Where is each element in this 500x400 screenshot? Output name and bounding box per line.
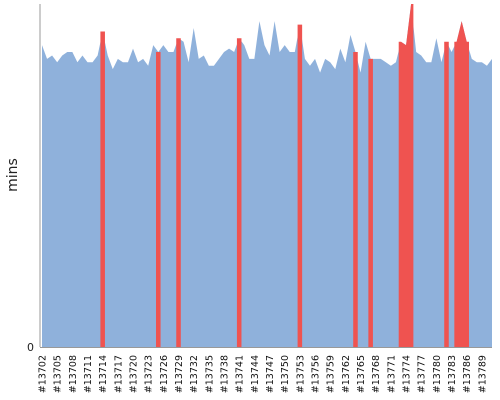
- x-tick-label: #13765: [356, 355, 367, 393]
- x-tick-label: #13777: [417, 355, 428, 393]
- x-tick-label: #13729: [174, 355, 185, 393]
- x-tick-label: #13771: [386, 355, 397, 393]
- plot-area: [42, 4, 492, 348]
- x-tick-label: #13720: [129, 355, 140, 393]
- x-tick-label: #13789: [477, 355, 488, 393]
- failed-build-spike: [156, 52, 161, 348]
- x-tick-label: #13753: [295, 355, 306, 393]
- failed-build-spike: [444, 41, 449, 347]
- x-tick-label: #13786: [462, 355, 473, 393]
- x-tick-label: #13768: [371, 355, 382, 393]
- x-tick-label: #13726: [159, 355, 170, 393]
- failed-build-spike: [236, 38, 242, 348]
- x-tick-label: #13735: [204, 355, 215, 393]
- x-tick-label: #13732: [189, 355, 200, 393]
- failed-build-spike: [353, 52, 358, 348]
- x-tick-label: #13750: [280, 355, 291, 393]
- x-tick-label: #13744: [250, 355, 261, 393]
- failed-build-spike: [297, 24, 303, 348]
- x-tick-label: #13774: [402, 355, 413, 393]
- x-tick-label: #13702: [38, 355, 49, 393]
- x-tick-label: #13738: [220, 355, 231, 393]
- y-axis-title: mins: [5, 158, 21, 192]
- failed-build-spike: [100, 31, 105, 347]
- failed-build-spike: [398, 4, 414, 347]
- failed-build-spike: [176, 38, 181, 348]
- x-tick-label: #13708: [68, 355, 79, 393]
- x-tick-label: #13747: [265, 355, 276, 393]
- failed-build-spike: [368, 58, 373, 347]
- x-tick-label: #13762: [341, 355, 352, 393]
- x-tick-label: #13705: [53, 355, 64, 393]
- x-tick-label: #13741: [235, 355, 246, 393]
- x-tick-label: #13723: [144, 355, 155, 393]
- x-tick-label: #13780: [432, 355, 443, 393]
- y-tick-label: 0: [27, 341, 34, 354]
- x-axis-ticks: #13702 #13705 #13708 #13711 #13714 #13717 #137…: [38, 355, 489, 393]
- x-tick-label: #13756: [311, 355, 322, 393]
- duration-area: [42, 4, 492, 347]
- x-tick-label: #13783: [447, 355, 458, 393]
- axes: [39, 4, 492, 348]
- failed-build-spike: [454, 21, 469, 348]
- x-tick-label: #13714: [98, 355, 109, 393]
- y-axis-ticks: 0: [27, 341, 34, 354]
- x-tick-label: #13717: [113, 355, 124, 393]
- x-tick-label: #13711: [83, 355, 94, 393]
- x-tick-label: #13759: [326, 355, 337, 393]
